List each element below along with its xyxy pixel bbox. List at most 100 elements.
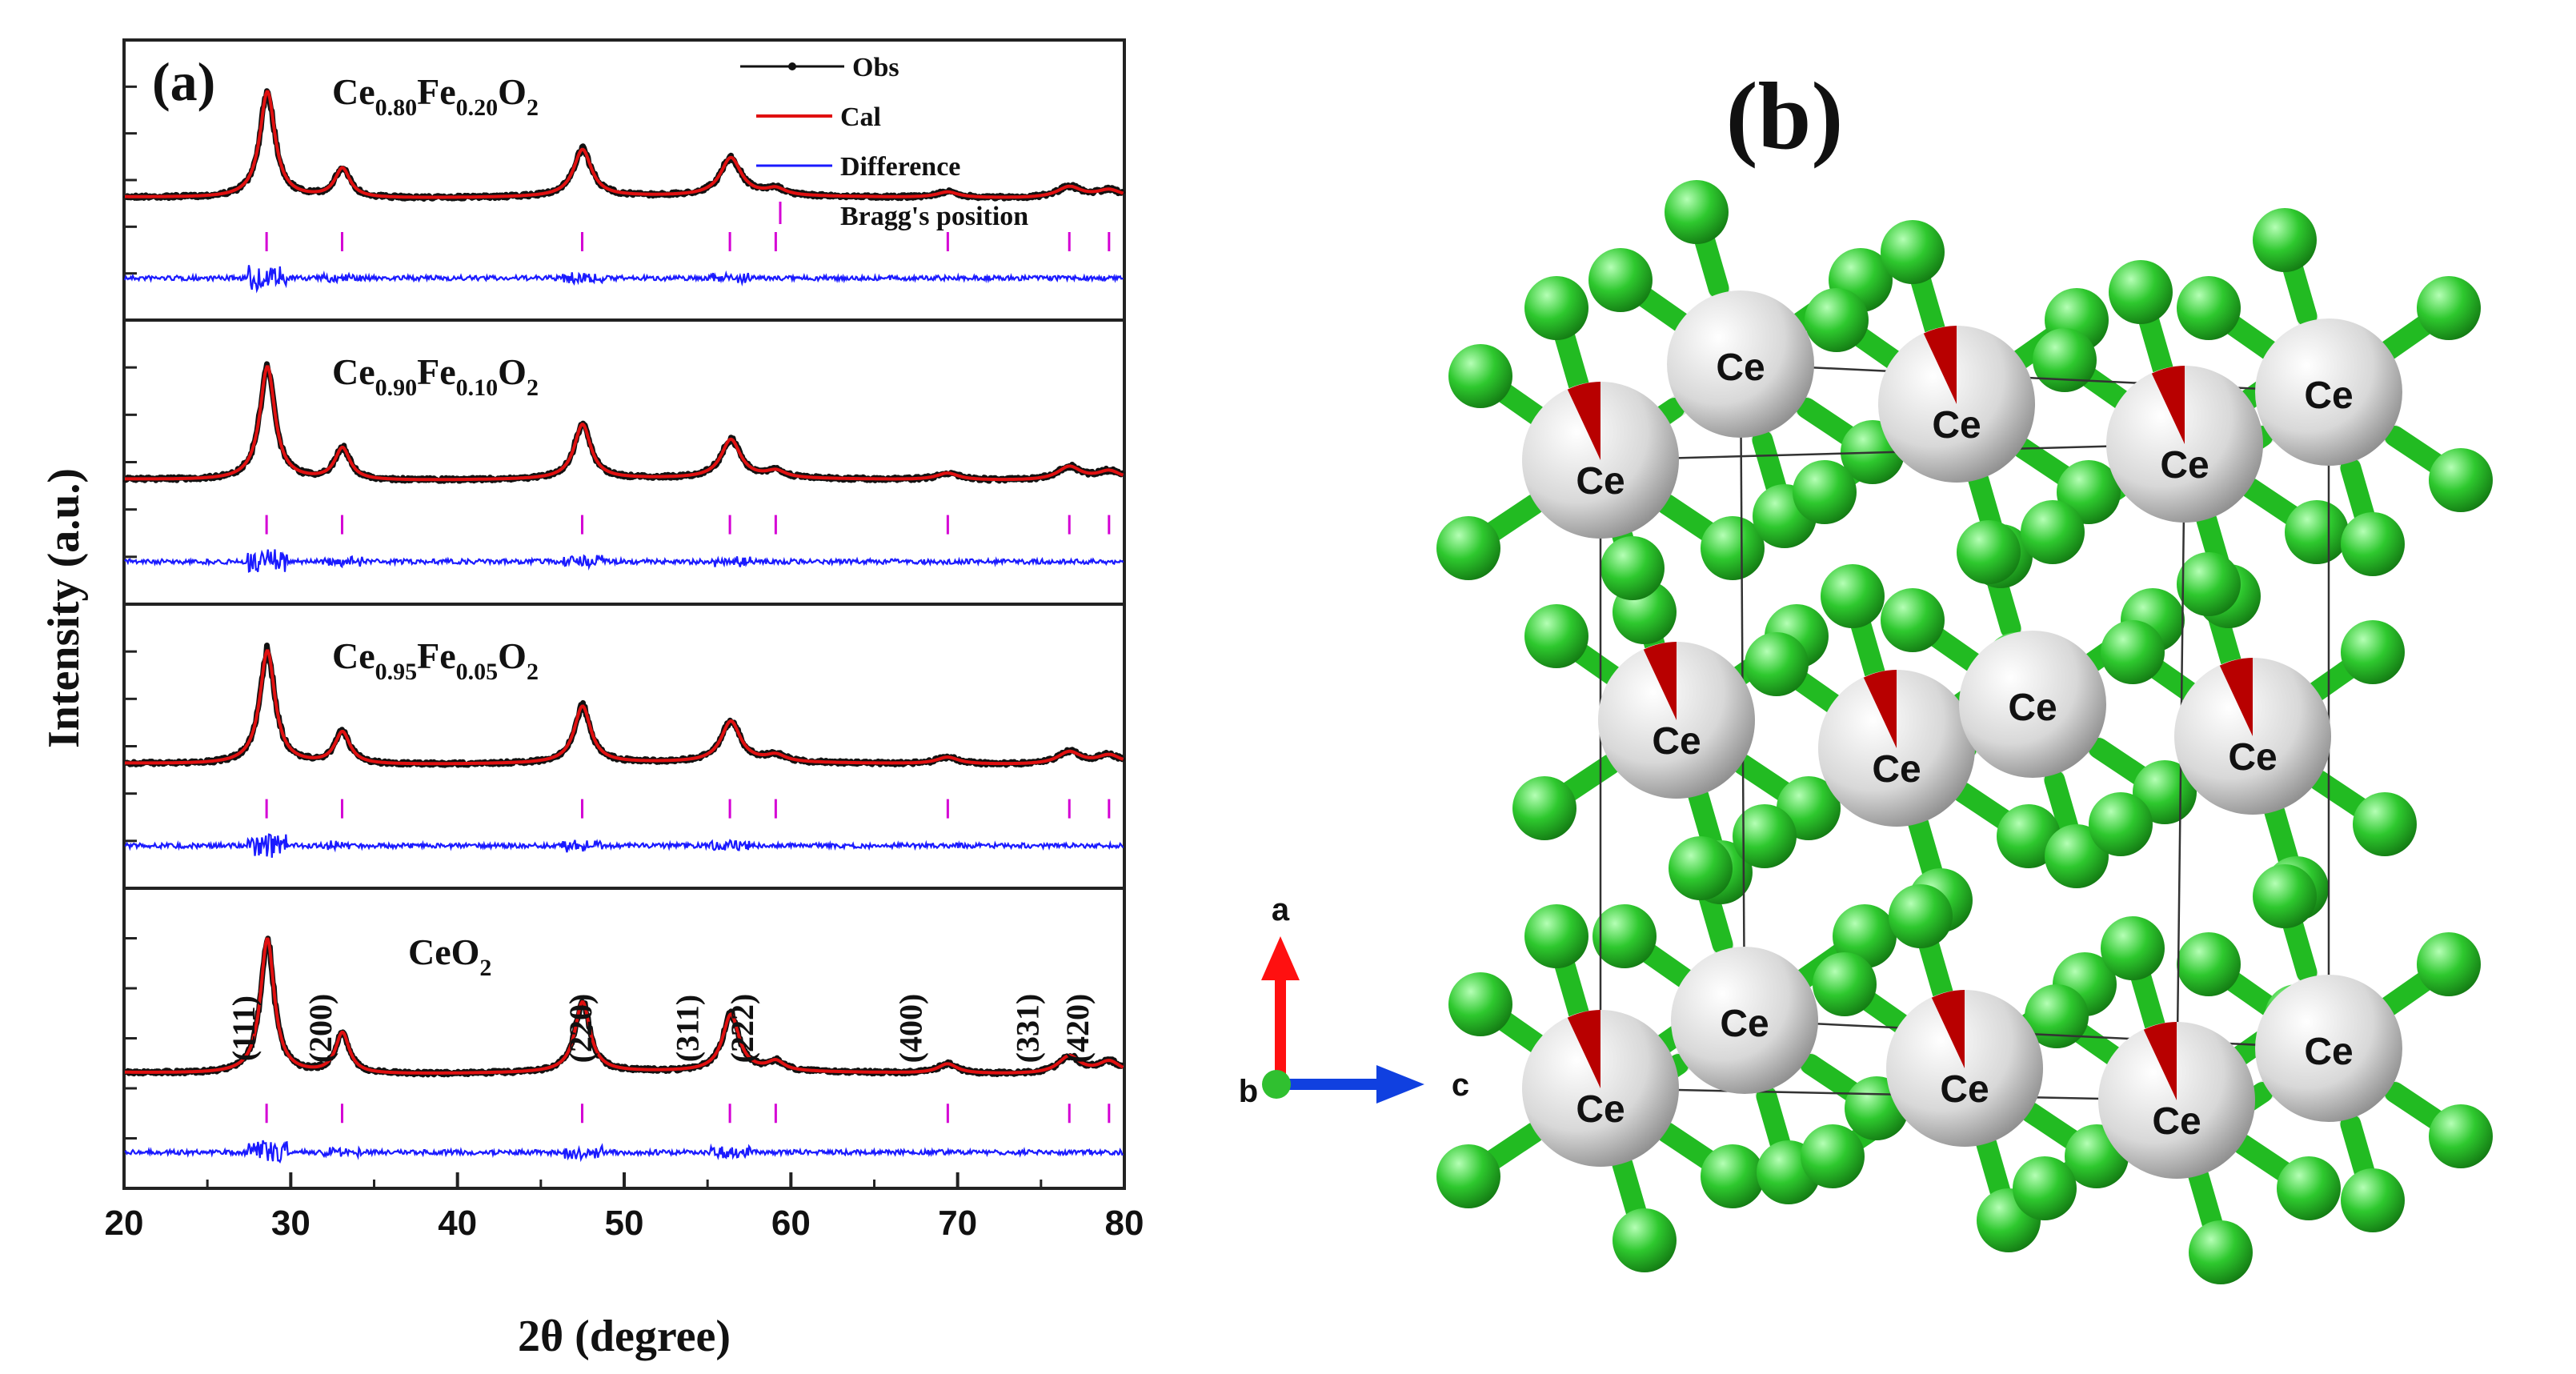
hkl-label: (331) — [1009, 994, 1045, 1064]
oxygen-atom — [2253, 864, 2317, 928]
oxygen-atom — [1805, 288, 1869, 352]
ce-atom-label: Ce — [1652, 720, 1701, 763]
cerium-atom: Ce — [2106, 366, 2263, 523]
ce-atom-label: Ce — [2160, 444, 2209, 487]
oxygen-atom — [1448, 344, 1512, 408]
legend: Obs Cal Difference Bragg's position — [740, 53, 1028, 231]
ce-sphere — [2255, 318, 2402, 466]
oxygen-atom — [2177, 552, 2241, 616]
legend-diff-label: Difference — [840, 152, 960, 182]
ce-atom-label: Ce — [2304, 1031, 2353, 1073]
oxygen-atom — [2341, 620, 2405, 684]
ce-atom-label: Ce — [2008, 687, 2057, 729]
oxygen-atom — [1793, 460, 1857, 524]
hkl-label: (420) — [1060, 994, 1096, 1064]
cerium-atom: Ce — [2255, 975, 2402, 1122]
cerium-atom: Ce — [1522, 382, 1679, 539]
oxygen-atom — [2417, 276, 2481, 340]
oxygen-atom — [2045, 824, 2109, 888]
oxygen-atom — [1613, 1208, 1677, 1272]
oxygen-atom — [1801, 1124, 1865, 1188]
difference-series — [124, 549, 1124, 573]
oxygen-atom — [2429, 448, 2493, 512]
oxygen-atom — [1600, 536, 1665, 600]
ce-cut-wedge — [1567, 1010, 1600, 1088]
cerium-atom: Ce — [1818, 670, 1975, 827]
oxygen-atom — [1833, 904, 1897, 968]
sample-label: Ce0.95Fe0.05O2 — [332, 635, 539, 685]
ce-cut-wedge — [2151, 366, 2185, 444]
cerium-atom: Ce — [2174, 658, 2331, 815]
axis-a-label: a — [1272, 892, 1290, 927]
difference-series — [123, 265, 1124, 294]
oxygen-atom — [2013, 1156, 2077, 1220]
oxygen-atom — [2109, 260, 2173, 324]
cerium-atom: Ce — [1598, 642, 1755, 799]
x-tick-label: 50 — [605, 1204, 644, 1243]
xrd-subplot: Ce0.90Fe0.10O2 — [122, 318, 1126, 606]
oxygen-atom — [1997, 804, 2061, 868]
x-axis-label: 2θ (degree) — [518, 1312, 731, 1361]
oxygen-atom — [1669, 836, 1733, 900]
obs-series — [122, 643, 1126, 768]
oxygen-atom — [2177, 276, 2241, 340]
subplot-frame — [122, 887, 1126, 1190]
ce-cut-wedge — [1643, 642, 1677, 720]
legend-bragg-label: Bragg's position — [840, 202, 1028, 231]
cerium-atom: Ce — [1886, 990, 2043, 1147]
oxygen-atom — [2341, 1168, 2405, 1232]
cerium-atom: Ce — [1878, 326, 2035, 483]
oxygen-atom — [1524, 904, 1588, 968]
xrd-subplot: CeO2 (111) (200) (220) (311) (222) (400) (331) (… — [122, 887, 1126, 1190]
panel-a-label: (a) — [152, 51, 215, 112]
oxygen-atom — [2285, 500, 2349, 564]
cerium-atoms: Ce Ce Ce Ce Ce Ce Ce Ce Ce Ce Ce Ce Ce Ce — [1522, 290, 2402, 1179]
hkl-label: (220) — [563, 994, 599, 1064]
ce-cut-wedge — [1567, 382, 1600, 460]
cal-series — [125, 937, 1124, 1075]
x-tick-label: 20 — [105, 1204, 144, 1243]
oxygen-atom — [2429, 1104, 2493, 1168]
cerium-atom: Ce — [2255, 318, 2402, 466]
ce-atom-label: Ce — [1716, 347, 1765, 389]
cerium-atom: Ce — [1522, 1010, 1679, 1167]
ce-atom-label: Ce — [2304, 375, 2353, 417]
ce-cut-wedge — [1863, 670, 1897, 748]
sample-label: Ce0.80Fe0.20O2 — [332, 71, 539, 121]
cal-series — [125, 90, 1124, 199]
cell-edge — [2175, 443, 2186, 1101]
difference-series — [124, 833, 1124, 858]
sample-label: Ce0.90Fe0.10O2 — [332, 351, 539, 401]
y-axis-label: Intensity (a.u.) — [39, 468, 89, 748]
oxygen-atom — [2189, 1220, 2253, 1284]
legend-obs-label: Obs — [852, 53, 899, 82]
oxygen-atom — [2177, 932, 2241, 996]
cerium-atom: Ce — [1959, 631, 2106, 778]
x-tick-label: 40 — [438, 1204, 477, 1243]
oxygen-atom — [1881, 588, 1945, 652]
oxygen-atom — [1448, 972, 1512, 1036]
crystal-structure-panel-b: (b) Ce Ce Ce Ce Ce Ce Ce Ce Ce Ce Ce Ce Ce Ce a b c — [1239, 62, 2493, 1284]
cerium-atom: Ce — [1667, 290, 1814, 438]
oxygen-atom — [1733, 804, 1797, 868]
xrd-panel-a: (a) Ce0.80Fe0.20O2 Ce0.90Fe0.10O2 Ce0.95Fe… — [39, 38, 1144, 1361]
oxygen-atom — [2033, 328, 2097, 392]
ce-sphere — [1667, 290, 1814, 438]
x-tick-label: 30 — [271, 1204, 310, 1243]
oxygen-atom — [2021, 500, 2085, 564]
axis-b-label: b — [1239, 1074, 1258, 1109]
oxygen-atom — [2353, 792, 2417, 856]
cal-series — [125, 649, 1124, 766]
legend-cal-label: Cal — [840, 102, 881, 132]
ce-cut-wedge — [1931, 990, 1965, 1068]
oxygen-atom — [1524, 276, 1588, 340]
oxygen-atom — [1889, 884, 1953, 948]
ce-sphere — [2255, 975, 2402, 1122]
oxygen-atom — [1592, 904, 1657, 968]
ce-atom-label: Ce — [1720, 1003, 1769, 1045]
oxygen-atom — [2101, 916, 2165, 980]
oxygen-atom — [1957, 520, 2021, 584]
x-tick-label: 80 — [1105, 1204, 1144, 1243]
ce-sphere — [1671, 947, 1818, 1094]
